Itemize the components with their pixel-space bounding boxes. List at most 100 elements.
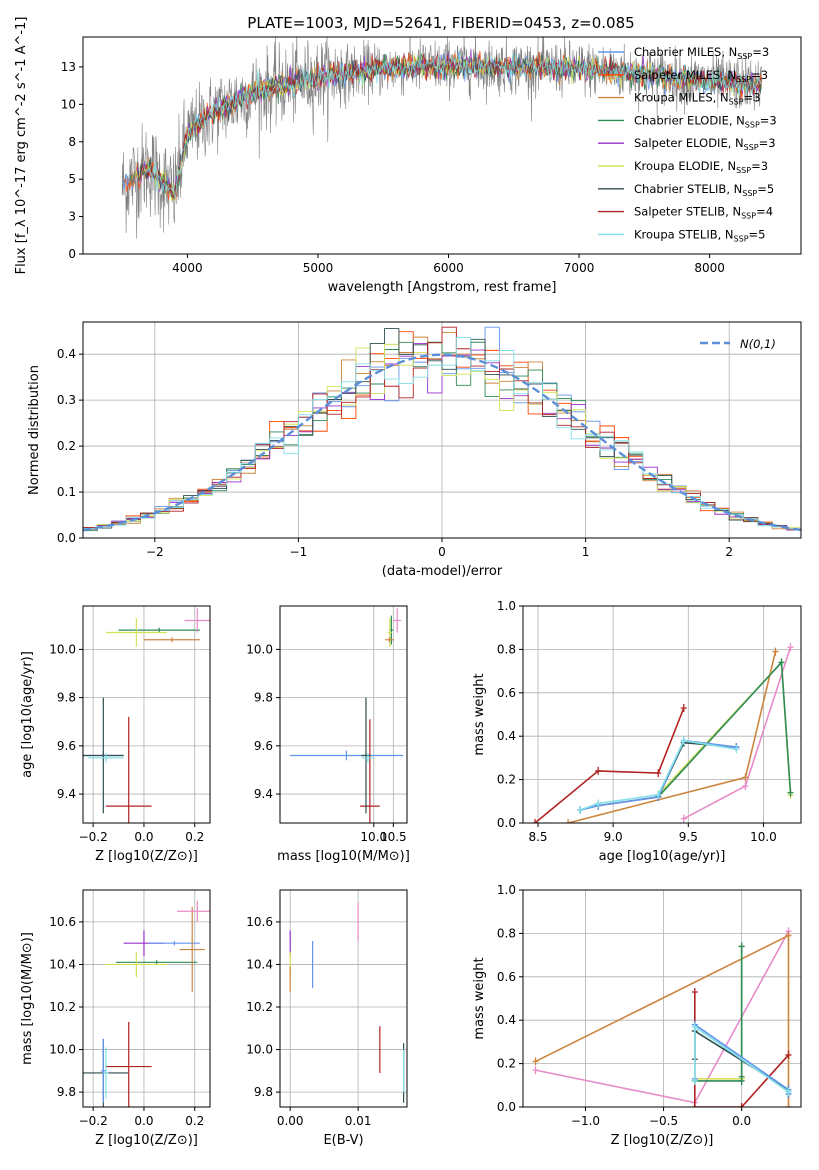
x-tick-label: 0.00 [277, 1114, 304, 1128]
x-tick-label: 8000 [694, 261, 725, 275]
weight-series-marker [680, 814, 687, 823]
legend-nssp-value: 3 [761, 159, 768, 173]
legend-nssp-value: 3 [769, 113, 776, 127]
weight-series-marker [742, 782, 749, 791]
y-tick-label: 9.8 [254, 1085, 273, 1099]
errorbar-point [100, 1038, 106, 1103]
plot-area [532, 643, 794, 823]
x-axis-label: mass [log10(M/M⊙)] [277, 849, 410, 864]
legend-model-name: Chabrier MILES [634, 45, 721, 59]
weight-series-line [694, 946, 743, 1082]
gaussian-reference-curve [83, 353, 801, 532]
panel-spectrum: 4000 5000 6000 7000 8000 0 3 5 8 10 13 Chabrier MIL… [14, 17, 802, 295]
legend-model-name: Salpeter MILES [634, 68, 720, 82]
errorbar-point [83, 697, 124, 814]
y-axis-label: mass weight [472, 673, 487, 755]
weight-series-marker [785, 1087, 792, 1096]
x-axis-label: age [log10(age/yr)] [599, 849, 726, 864]
x-tick-label: 7000 [564, 261, 595, 275]
errorbar-point [116, 960, 198, 965]
y-tick-label: 10.2 [49, 1000, 76, 1014]
y-tick-label: 10.4 [49, 957, 76, 971]
plot-area [532, 927, 792, 1107]
errorbar-point [118, 627, 200, 633]
weight-series-marker [787, 788, 794, 797]
legend-nssp-prefix: , N [725, 205, 741, 219]
legend-model-name: Kroupa ELODIE [634, 159, 720, 173]
legend-nssp-value: 5 [758, 227, 765, 241]
y-tick-label: 9.4 [57, 787, 76, 801]
legend: N(0,1) [700, 337, 776, 351]
x-tick-label: 8.5 [528, 830, 547, 844]
legend-nssp-sub: SSP [741, 212, 756, 221]
figure-title: PLATE=1003, MJD=52641, FIBERID=0453, z=0… [247, 14, 634, 32]
y-tick-label: 10.4 [246, 957, 273, 971]
residual-histogram-step [83, 343, 801, 530]
weight-series-marker [785, 1103, 792, 1107]
errorbar-point [362, 753, 374, 763]
legend-nssp-eq: = [749, 227, 759, 241]
plot-area [83, 326, 801, 532]
legend-nssp-sub: SSP [745, 120, 760, 129]
legend-nssp-eq: = [757, 182, 767, 196]
axes-frame [82, 605, 211, 824]
legend-model-name: Salpeter STELIB [634, 205, 725, 219]
y-tick-label: 0.0 [57, 531, 76, 545]
legend-model-name: Kroupa STELIB [634, 227, 718, 241]
weight-series-marker [785, 931, 792, 940]
legend-nssp-value: 3 [762, 45, 769, 59]
legend-entry: Kroupa MILES, NSSP=3 [634, 91, 761, 107]
y-axis-label: mass weight [472, 957, 487, 1039]
y-tick-label: 3 [68, 210, 76, 224]
x-tick-label: 0.0 [134, 1114, 153, 1128]
errorbar-point [176, 900, 210, 922]
errorbar-point [105, 618, 167, 647]
y-axis-label: mass [log10(M/M⊙)] [20, 932, 35, 1065]
plot-area [289, 608, 404, 823]
legend-model-name: Salpeter ELODIE [634, 136, 728, 150]
errorbar-point [360, 719, 380, 823]
legend-nssp-value: 3 [761, 68, 768, 82]
legend-entry: Kroupa ELODIE, NSSP=3 [634, 159, 768, 175]
weight-series-marker [738, 942, 745, 951]
legend-model-name: Kroupa MILES [634, 91, 713, 105]
x-tick-label: 6000 [433, 261, 464, 275]
plot-area [83, 900, 210, 1107]
legend-entry: Salpeter ELODIE, NSSP=3 [634, 136, 776, 152]
weight-series-marker [733, 745, 740, 754]
x-axis-label: wavelength [Angstrom, rest frame] [328, 280, 557, 295]
y-tick-label: 0.0 [497, 816, 516, 830]
legend-nssp-value: 4 [766, 205, 773, 219]
y-tick-label: 13 [61, 60, 76, 74]
x-tick-label: 9.5 [679, 830, 698, 844]
x-tick-label: 0.0 [134, 830, 153, 844]
errorbar-point [103, 1047, 109, 1099]
axes-frame [522, 605, 802, 824]
y-tick-label: 0.4 [57, 347, 76, 361]
legend-nssp-eq: = [756, 205, 766, 219]
axes-frame [82, 36, 802, 255]
y-tick-label: 0 [68, 247, 76, 261]
legend-nssp-eq: = [760, 113, 770, 127]
errorbar-point [88, 753, 124, 763]
plot-area [83, 608, 210, 823]
x-tick-label: 10.0 [360, 830, 387, 844]
legend-nssp-prefix: , N [728, 136, 744, 150]
x-axis-label: Z [log10(Z/Z⊙)] [611, 1133, 714, 1148]
y-tick-label: 0.4 [497, 729, 516, 743]
x-tick-label: 0.0 [732, 1114, 751, 1128]
errorbar-point [361, 697, 371, 814]
legend-model-name: Chabrier ELODIE [634, 113, 729, 127]
legend-nssp-eq: = [744, 91, 754, 105]
y-tick-label: 9.8 [57, 691, 76, 705]
y-tick-label: 0.6 [497, 686, 516, 700]
y-tick-label: 10 [61, 97, 76, 111]
y-tick-label: 0.4 [497, 1013, 516, 1027]
legend-nssp-prefix: , N [720, 68, 736, 82]
weight-series-marker [595, 766, 602, 775]
x-tick-label: −1 [290, 545, 308, 559]
legend-nssp-eq: = [751, 68, 761, 82]
x-axis-label: Z [log10(Z/Z⊙)] [95, 849, 198, 864]
